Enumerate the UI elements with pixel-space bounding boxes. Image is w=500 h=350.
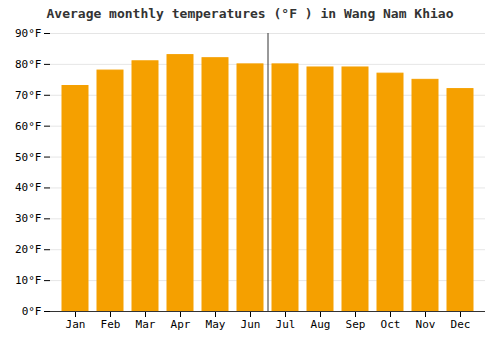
svg-text:10°F: 10°F	[15, 274, 42, 287]
svg-text:Oct: Oct	[381, 318, 401, 331]
svg-text:Nov: Nov	[416, 318, 436, 331]
svg-text:20°F: 20°F	[15, 243, 42, 256]
svg-text:Apr: Apr	[171, 318, 191, 331]
svg-text:Jul: Jul	[276, 318, 296, 331]
svg-text:Jun: Jun	[241, 318, 261, 331]
svg-text:50°F: 50°F	[15, 151, 42, 164]
html-text:Average monthly temperatures (: Average monthly temperatures (°F ) in Wa…	[46, 6, 454, 21]
svg-text:90°F: 90°F	[15, 27, 42, 40]
svg-text:Aug: Aug	[311, 318, 331, 331]
svg-text:Sep: Sep	[346, 318, 366, 331]
svg-text:Jan: Jan	[66, 318, 86, 331]
svg-text:Dec: Dec	[451, 318, 471, 331]
svg-text:40°F: 40°F	[15, 181, 42, 194]
svg-text:30°F: 30°F	[15, 212, 42, 225]
svg-text:80°F: 80°F	[15, 58, 42, 71]
svg-text:60°F: 60°F	[15, 120, 42, 133]
svg-text:May: May	[206, 318, 226, 331]
svg-text:70°F: 70°F	[15, 89, 42, 102]
svg-text:Mar: Mar	[136, 318, 156, 331]
svg-text:Feb: Feb	[101, 318, 121, 331]
svg-text:0°F: 0°F	[22, 305, 42, 318]
